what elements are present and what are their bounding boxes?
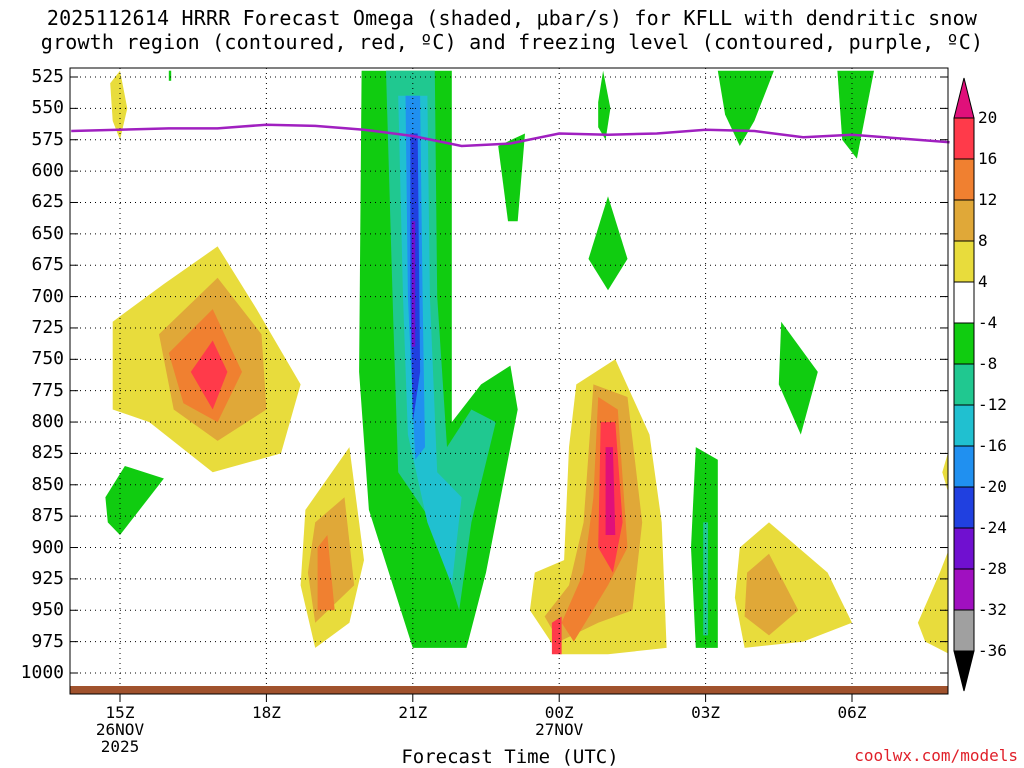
omega-region-green-upper-01z (598, 70, 611, 140)
x-tick-label-line-1: 18Z (251, 703, 281, 722)
x-tick-label-21Z: 21Z (368, 704, 458, 721)
y-tick-label-575: 575 (31, 128, 64, 150)
y-tick-label-675: 675 (31, 254, 64, 276)
x-tick-label-18Z: 18Z (221, 704, 311, 721)
colorbar-label-16: 16 (978, 149, 998, 168)
x-tick-label-line-2: 27NOV (535, 720, 584, 739)
x-tick-label-15Z: 15Z 26NOV 2025 (75, 704, 165, 755)
colorbar-label--36: -36 (978, 641, 1007, 660)
colorbar-label-8: 8 (978, 231, 988, 250)
omega-region-magenta-00z (605, 447, 616, 535)
colorbar-bin--4-4 (953, 281, 975, 324)
x-tick-label-06Z: 06Z (807, 704, 897, 721)
x-axis-title: Forecast Time (UTC) (401, 746, 619, 768)
y-tick-label-975: 975 (31, 630, 64, 652)
y-tick-label-825: 825 (31, 442, 64, 464)
y-tick-label-850: 850 (31, 473, 64, 495)
y-tick-label-525: 525 (31, 66, 64, 87)
plot-frame (69, 67, 949, 695)
omega-region-green-small-tick (168, 70, 172, 81)
omega-region-green-top-06z (837, 70, 874, 159)
colorbar-bin-8-12 (953, 199, 975, 242)
colorbar-bin-4-8 (953, 240, 975, 283)
axis-ticks (70, 76, 948, 702)
y-tick-label-700: 700 (31, 285, 64, 307)
x-tick-label-line-1: 15Z (105, 703, 135, 722)
y-tick-label-900: 900 (31, 536, 64, 558)
omega-region-deep-blue-core (410, 133, 421, 423)
x-tick-label-00Z: 00Z 27NOV (514, 704, 604, 738)
omega-region-yellow-right-edge-lower (917, 551, 948, 654)
colorbar-bin--8--4 (953, 322, 975, 365)
omega-shading (105, 70, 948, 655)
grid-lines (70, 68, 948, 686)
title-line-2: growth region (contoured, red, ºC) and f… (40, 30, 984, 54)
colorbar-bin--20--16 (953, 445, 975, 488)
colorbar-label--16: -16 (978, 436, 1007, 455)
colorbar-bin--32--28 (953, 568, 975, 611)
colorbar-under-triangle (953, 650, 975, 692)
colorbar-label-4: 4 (978, 272, 988, 291)
colorbar-label--20: -20 (978, 477, 1007, 496)
colorbar-over-triangle (953, 77, 975, 119)
colorbar-label--28: -28 (978, 559, 1007, 578)
freezing-level-line (71, 123, 950, 148)
omega-region-dark-orange-19z (317, 535, 335, 611)
y-tick-label-600: 600 (31, 160, 64, 182)
y-tick-label-1000: 1000 (20, 662, 64, 683)
colorbar-bin--12--8 (953, 363, 975, 406)
y-tick-label-650: 650 (31, 222, 64, 244)
colorbar-label-12: 12 (978, 190, 998, 209)
x-tick-label-line-2: 26NOV (95, 720, 145, 739)
y-tick-label-950: 950 (31, 599, 64, 621)
title-line-1: 2025112614 HRRR Forecast Omega (shaded, … (46, 6, 978, 30)
omega-region-red-left (190, 340, 228, 410)
omega-region-green-left-15z (105, 466, 164, 535)
x-tick-label-line-1: 00Z (544, 703, 574, 722)
omega-region-green-upper-23z (498, 133, 525, 222)
ground-strip (70, 686, 948, 694)
y-tick-label-875: 875 (31, 505, 64, 527)
y-tick-label-725: 725 (31, 316, 64, 338)
colorbar-bin--36--32 (953, 609, 975, 652)
omega-region-green-mid-04z (778, 321, 818, 435)
colorbar (953, 77, 975, 692)
colorbar-label--12: -12 (978, 395, 1007, 414)
y-tick-label-625: 625 (31, 191, 64, 213)
x-tick-label-line-3: 2025 (100, 737, 140, 756)
colorbar-label--24: -24 (978, 518, 1007, 537)
colorbar-label--4: -4 (978, 313, 998, 332)
y-tick-label-750: 750 (31, 348, 64, 370)
omega-region-purple-core (411, 221, 416, 347)
colorbar-bin--16--12 (953, 404, 975, 447)
omega-region-red-low-00z (551, 616, 562, 655)
colorbar-label--32: -32 (978, 600, 1007, 619)
chart-title: 2025112614 HRRR Forecast Omega (shaded, … (0, 6, 1024, 54)
colorbar-bin--28--24 (953, 527, 975, 570)
colorbar-bin--24--20 (953, 486, 975, 529)
x-tick-label-line-1: 06Z (837, 703, 867, 722)
omega-region-yellow-right-edge-upper (942, 452, 948, 492)
omega-region-green-mid-01z (588, 196, 628, 291)
y-tick-label-800: 800 (31, 411, 64, 433)
colorbar-bin-16-20 (953, 117, 975, 160)
colorbar-label-20: 20 (978, 108, 998, 127)
x-tick-label-03Z: 03Z (661, 704, 751, 721)
omega-region-orange-04z (744, 553, 799, 636)
x-tick-label-line-1: 21Z (398, 703, 428, 722)
y-tick-label-550: 550 (31, 97, 64, 119)
omega-region-yellow-top-left (110, 70, 128, 140)
y-tick-label-925: 925 (31, 567, 64, 589)
colorbar-label--8: -8 (978, 354, 998, 373)
credit-link[interactable]: coolwx.com/models (854, 746, 1018, 765)
y-tick-label-775: 775 (31, 379, 64, 401)
colorbar-bin-12-16 (953, 158, 975, 201)
x-tick-label-line-1: 03Z (691, 703, 721, 722)
